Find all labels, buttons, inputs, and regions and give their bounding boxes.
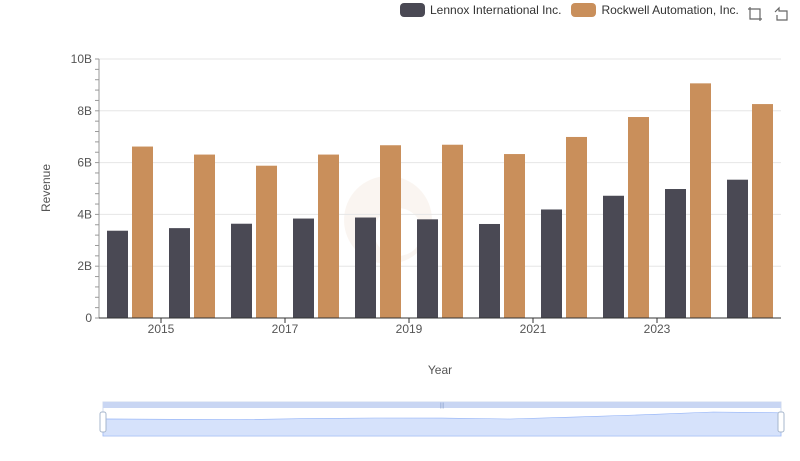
datazoom-grip: ||| <box>440 403 445 409</box>
legend-item-rockwell[interactable]: Rockwell Automation, Inc. <box>571 3 739 17</box>
y-tick-label: 8B <box>77 104 92 118</box>
x-tick-label: 2017 <box>272 322 299 336</box>
x-tick-label: 2023 <box>644 322 671 336</box>
bar-rockwell-2018[interactable] <box>380 145 401 318</box>
y-tick-label: 0 <box>85 311 92 325</box>
legend-swatch-rockwell <box>571 3 597 17</box>
x-axis-label: Year <box>428 363 452 377</box>
bar-lennox-2020[interactable] <box>479 223 500 318</box>
bar-rockwell-2024[interactable] <box>752 104 773 318</box>
bar-rockwell-2021[interactable] <box>566 136 587 318</box>
y-tick-label: 4B <box>77 207 92 221</box>
bar-lennox-2021[interactable] <box>541 209 562 318</box>
bar-lennox-2016[interactable] <box>231 223 252 318</box>
legend-swatch-lennox <box>400 3 425 17</box>
y-tick-label: 6B <box>77 156 92 170</box>
datazoom-slider[interactable]: ||| <box>99 401 785 437</box>
datazoom-preview-area <box>102 411 782 437</box>
legend-label-lennox: Lennox International Inc. <box>430 3 562 17</box>
legend: Lennox International Inc. Rockwell Autom… <box>400 3 749 17</box>
bar-lennox-2018[interactable] <box>355 217 376 318</box>
bar-rockwell-2017[interactable] <box>318 154 339 318</box>
bar-rockwell-2022[interactable] <box>628 117 649 319</box>
bar-lennox-2014[interactable] <box>107 230 128 318</box>
bar-rockwell-2016[interactable] <box>256 165 277 318</box>
bar-rockwell-2020[interactable] <box>504 154 525 318</box>
bar-rockwell-2023[interactable] <box>690 83 711 318</box>
bar-lennox-2022[interactable] <box>603 195 624 318</box>
bar-lennox-2019[interactable] <box>417 219 438 318</box>
legend-label-rockwell: Rockwell Automation, Inc. <box>601 3 739 17</box>
datazoom-left-handle[interactable] <box>99 411 107 433</box>
y-tick-label: 10B <box>71 52 92 66</box>
bar-lennox-2023[interactable] <box>665 189 686 318</box>
bar-lennox-2015[interactable] <box>169 228 190 318</box>
datazoom-drag-bar[interactable] <box>103 402 781 408</box>
bar-lennox-2017[interactable] <box>293 218 314 318</box>
zoom-icon[interactable] <box>747 6 763 22</box>
y-tick-label: 2B <box>77 259 92 273</box>
restore-icon[interactable] <box>773 6 789 22</box>
bar-lennox-2024[interactable] <box>727 179 748 318</box>
x-tick-label: 2015 <box>148 322 175 336</box>
x-tick-label: 2019 <box>396 322 423 336</box>
bar-rockwell-2014[interactable] <box>132 146 153 318</box>
bar-rockwell-2019[interactable] <box>442 144 463 318</box>
y-axis-label: Revenue <box>39 164 53 212</box>
legend-item-lennox[interactable]: Lennox International Inc. <box>400 3 561 17</box>
x-tick-label: 2021 <box>520 322 547 336</box>
bar-rockwell-2015[interactable] <box>194 154 215 318</box>
datazoom-right-handle[interactable] <box>777 411 785 433</box>
